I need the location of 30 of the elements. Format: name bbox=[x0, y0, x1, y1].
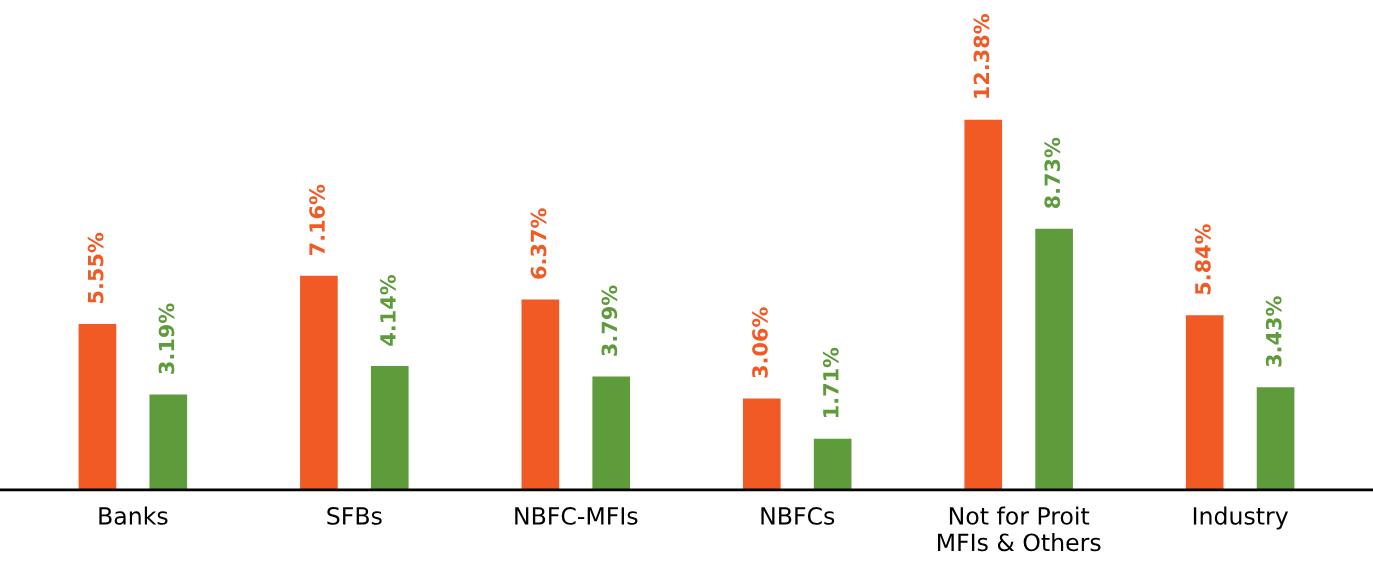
bar bbox=[1035, 228, 1073, 490]
data-label: 5.55% bbox=[87, 232, 104, 303]
bar bbox=[370, 366, 409, 490]
x-tick-label: NBFC-MFIs bbox=[515, 507, 638, 525]
bar bbox=[813, 438, 852, 490]
data-label: 12.38% bbox=[973, 14, 990, 98]
data-label: 8.73% bbox=[1044, 137, 1061, 209]
x-tick-label: SFBs bbox=[327, 507, 382, 525]
data-label: 5.84% bbox=[1194, 224, 1211, 295]
bar bbox=[521, 299, 560, 490]
bar bbox=[1256, 387, 1295, 490]
data-label: 4.14% bbox=[380, 275, 396, 346]
data-label: 7.16% bbox=[309, 184, 325, 255]
data-label: 6.37% bbox=[530, 208, 547, 279]
data-label: 3.19% bbox=[158, 303, 175, 374]
data-label: 3.43% bbox=[1265, 296, 1282, 367]
x-tick-label: Not for Proit MFIs & Others bbox=[938, 506, 1101, 552]
data-label: 1.71% bbox=[822, 347, 839, 417]
x-tick-label: Banks bbox=[99, 506, 168, 525]
data-label: 3.79% bbox=[601, 285, 618, 356]
x-tick-label: NBFCs bbox=[761, 507, 835, 525]
bar bbox=[300, 275, 338, 490]
bar bbox=[742, 398, 781, 490]
bar bbox=[78, 323, 117, 490]
x-tick-label: Industry bbox=[1193, 506, 1288, 530]
data-label: 3.06% bbox=[752, 307, 768, 378]
bar bbox=[1185, 315, 1224, 490]
bar bbox=[149, 394, 188, 490]
bar bbox=[592, 376, 631, 490]
bar bbox=[964, 119, 1003, 490]
